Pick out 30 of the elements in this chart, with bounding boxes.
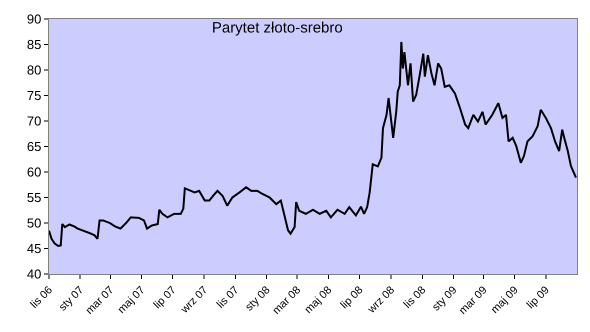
y-tick-label: 65 — [26, 139, 42, 154]
x-tick-label: sty 07 — [56, 284, 86, 314]
y-tick-label: 40 — [26, 266, 42, 282]
x-tick-label: maj 09 — [488, 284, 521, 316]
x-tick-label: lis 08 — [402, 284, 428, 311]
x-tick-label: mar 09 — [456, 284, 490, 317]
y-tick-label: 75 — [26, 88, 42, 104]
x-tick-label: lip 07 — [152, 284, 179, 312]
x-tick-label: wrz 07 — [178, 284, 210, 316]
x-tick-label: sty 09 — [430, 284, 460, 314]
y-tick-label: 45 — [26, 241, 42, 256]
y-tick-label: 80 — [26, 62, 42, 78]
y-tick-label: 60 — [26, 164, 42, 180]
x-tick-label: sty 08 — [243, 284, 273, 314]
x-tick-label: maj 07 — [116, 284, 148, 316]
x-tick-label: wrz 08 — [365, 284, 398, 316]
x-tick-label: mar 07 — [84, 284, 116, 317]
y-tick-label: 50 — [26, 216, 42, 231]
x-tick-label: lis 07 — [214, 284, 242, 311]
x-tick-label: lis 06 — [28, 284, 56, 311]
x-tick-label: lip 09 — [524, 284, 552, 312]
y-tick-label: 90 — [26, 12, 42, 27]
y-tick-label: 70 — [26, 114, 42, 129]
line-series — [49, 40, 577, 247]
y-tick-label: 55 — [26, 190, 42, 206]
x-tick-label: lip 08 — [338, 284, 366, 312]
x-tick-label: mar 08 — [270, 284, 304, 317]
x-tick-label: maj 08 — [302, 284, 334, 316]
chart-title: Parytet złoto-srebro — [212, 19, 343, 36]
y-tick-label: 85 — [26, 37, 42, 52]
